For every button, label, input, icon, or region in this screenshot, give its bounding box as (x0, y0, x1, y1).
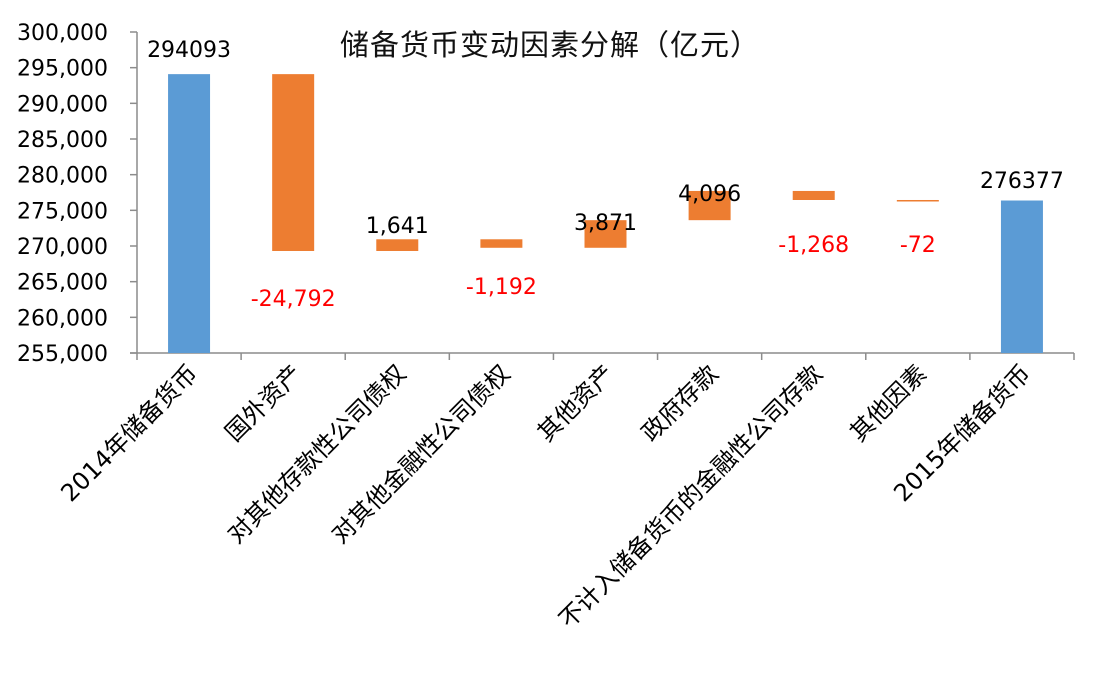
category-label: 其他资产 (532, 359, 620, 447)
data-label: 276377 (980, 169, 1064, 194)
y-tick-label: 275,000 (17, 199, 108, 224)
change-bar (272, 74, 315, 251)
x-axis (130, 352, 1075, 360)
category-label: 2014年储备货币 (55, 359, 203, 507)
data-label: -1,268 (778, 233, 849, 258)
category-label: 国外资产 (220, 359, 308, 447)
y-tick-label: 280,000 (17, 164, 108, 189)
total-bar (1000, 200, 1043, 353)
y-tick-label: 270,000 (17, 235, 108, 260)
data-label: 1,641 (366, 214, 429, 239)
y-tick-label: 295,000 (17, 57, 108, 82)
bars (168, 74, 1043, 353)
data-labels: 294093 -24,792 1,641 -1,192 3,871 4,096 -1,268… (147, 38, 1064, 312)
y-tick-label: 300,000 (17, 21, 108, 46)
total-bar (168, 74, 211, 353)
y-tick-label: 285,000 (17, 128, 108, 153)
data-label: 4,096 (678, 182, 741, 207)
change-bar (688, 190, 731, 221)
change-bar (792, 190, 835, 200)
y-tick-label: 265,000 (17, 271, 108, 296)
category-label: 对其他存款性公司债权 (222, 359, 412, 549)
y-tick-label: 260,000 (17, 306, 108, 331)
change-bar (896, 199, 939, 202)
data-label: -1,192 (466, 275, 537, 300)
y-axis: 255,000 260,000 265,000 270,000 275,000 280,0… (17, 21, 138, 367)
y-tick-label: 290,000 (17, 92, 108, 117)
data-label: 294093 (147, 38, 231, 63)
data-label: 3,871 (574, 211, 637, 236)
category-label: 对其他金融性公司债权 (326, 359, 516, 549)
y-tick-label: 255,000 (17, 342, 108, 367)
chart-title: 储备货币变动因素分解（亿元） (340, 28, 761, 62)
category-label: 其他因素 (844, 359, 932, 447)
data-label: -24,792 (251, 287, 336, 312)
change-bar (376, 239, 419, 251)
category-label: 政府存款 (636, 359, 724, 447)
data-label: -72 (900, 233, 936, 258)
change-bar (480, 239, 523, 248)
change-bar (584, 220, 627, 248)
